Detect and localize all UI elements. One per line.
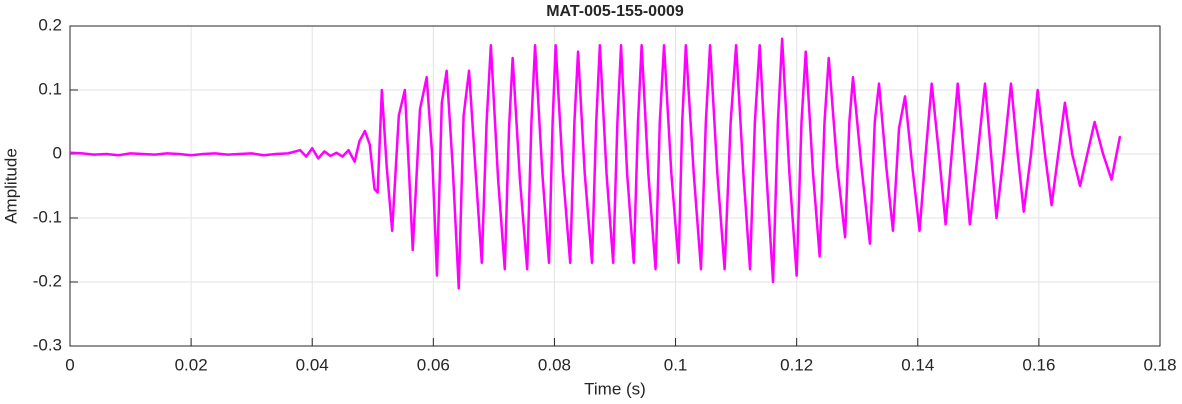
y-tick-label: 0.1 bbox=[38, 79, 62, 98]
chart-title: MAT-005-155-0009 bbox=[546, 3, 684, 20]
x-tick-label: 0.14 bbox=[901, 355, 934, 374]
y-tick-label: 0.2 bbox=[38, 15, 62, 34]
y-tick-label: -0.3 bbox=[33, 335, 62, 354]
x-tick-label: 0.1 bbox=[664, 355, 688, 374]
y-tick-label: 0 bbox=[53, 143, 62, 162]
waveform-line bbox=[69, 37, 1122, 290]
x-tick-label: 0.04 bbox=[296, 355, 329, 374]
y-tick-label: -0.1 bbox=[33, 207, 62, 226]
x-tick-label: 0.16 bbox=[1022, 355, 1055, 374]
y-tick-label: -0.2 bbox=[33, 271, 62, 290]
plot-box bbox=[69, 25, 1161, 347]
x-tick-label: 0.06 bbox=[417, 355, 450, 374]
x-tick-label: 0.12 bbox=[780, 355, 813, 374]
x-tick-label: 0 bbox=[65, 355, 74, 374]
x-tick-label: 0.18 bbox=[1143, 355, 1176, 374]
x-tick-label: 0.02 bbox=[175, 355, 208, 374]
y-axis-label: Amplitude bbox=[1, 148, 20, 224]
x-tick-label: 0.08 bbox=[538, 355, 571, 374]
x-axis-label: Time (s) bbox=[584, 379, 646, 398]
